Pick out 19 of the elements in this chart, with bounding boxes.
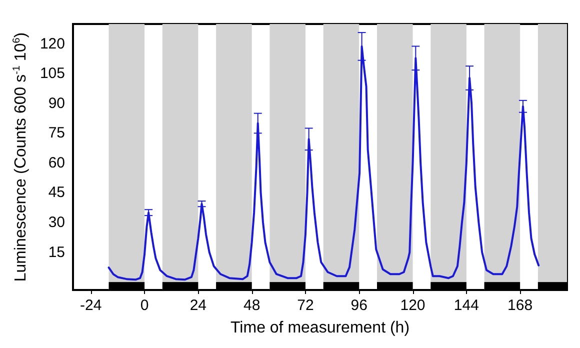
x-tick-label: 24 <box>190 297 207 314</box>
y-tick-label: 30 <box>48 214 65 232</box>
x-tick-label: 168 <box>508 297 533 314</box>
x-tick-label: 144 <box>454 297 479 314</box>
x-tick-label: 48 <box>243 297 260 314</box>
y-tick-label: 45 <box>48 184 65 202</box>
y-tick-label: 105 <box>40 65 65 82</box>
x-tick-label: 72 <box>297 297 314 314</box>
x-axis-title: Time of measurement (h) <box>230 320 410 336</box>
y-tick-label: 75 <box>48 124 65 142</box>
x-tick-label: 96 <box>350 297 368 314</box>
y-tick-label: 90 <box>48 94 65 112</box>
x-tick-label: -24 <box>80 297 102 314</box>
x-tick-label: 120 <box>400 297 426 314</box>
y-tick-label: 120 <box>40 35 65 52</box>
x-tick-label: 0 <box>140 297 149 314</box>
y-tick-label: 60 <box>48 154 65 172</box>
y-axis-title: Luminescence (Counts 600 s-1 106) <box>12 32 30 282</box>
y-tick-label: 15 <box>48 244 65 261</box>
